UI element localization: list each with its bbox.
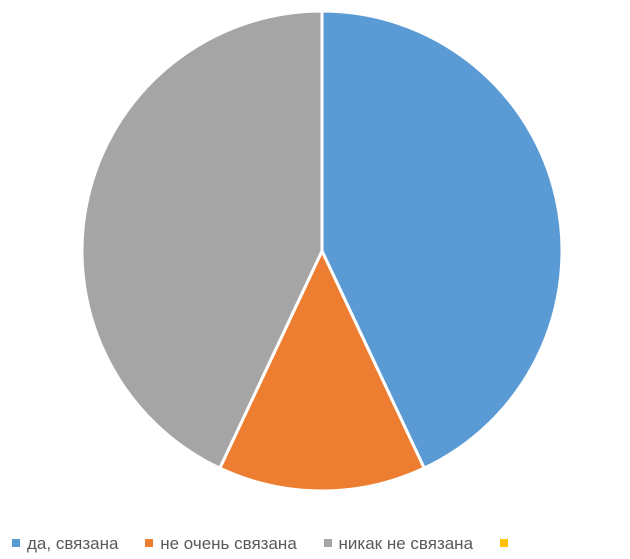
legend-swatch-da-svyazana	[12, 538, 20, 547]
pie-slice-0	[320, 9, 564, 470]
legend: да, связана не очень связана никак не св…	[12, 533, 630, 557]
legend-item-ne-ochen-svyazana: не очень связана	[145, 533, 297, 555]
legend-swatch-ne-ochen-svyazana	[145, 538, 154, 547]
legend-label-nikak-ne-svyazana: никак не связана	[338, 534, 474, 553]
legend-item-nikak-ne-svyazana: никак не связана	[323, 533, 474, 555]
legend-swatch-nikak-ne-svyazana	[323, 538, 332, 547]
legend-item-fourth	[499, 533, 515, 555]
pie-plot-area	[80, 9, 564, 493]
legend-label-da-svyazana: да, связана	[27, 534, 119, 553]
legend-swatch-fourth	[499, 538, 508, 547]
legend-label-ne-ochen-svyazana: не очень связана	[160, 534, 297, 553]
pie-slice-2	[80, 9, 324, 470]
pie-slice-1	[218, 249, 426, 493]
legend-item-da-svyazana: да, связана	[12, 533, 118, 555]
